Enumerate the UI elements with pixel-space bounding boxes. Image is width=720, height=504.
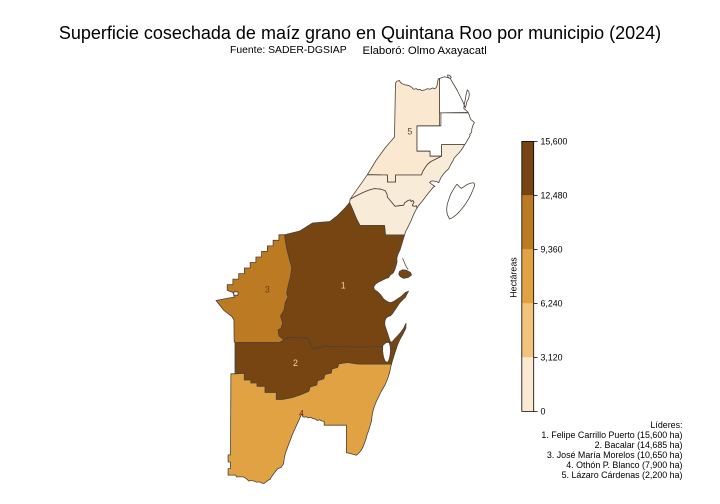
svg-text:15,600: 15,600 bbox=[541, 137, 568, 147]
svg-text:4: 4 bbox=[299, 409, 304, 419]
svg-text:3,120: 3,120 bbox=[541, 353, 563, 363]
svg-text:3: 3 bbox=[265, 285, 270, 295]
svg-text:6,240: 6,240 bbox=[541, 299, 563, 309]
svg-text:Hectáreas: Hectáreas bbox=[509, 257, 519, 298]
svg-text:9,360: 9,360 bbox=[541, 245, 563, 255]
svg-text:1: 1 bbox=[341, 281, 346, 291]
svg-text:5: 5 bbox=[407, 126, 412, 136]
svg-text:12,480: 12,480 bbox=[541, 191, 568, 201]
svg-text:0: 0 bbox=[541, 407, 546, 417]
svg-text:2: 2 bbox=[293, 358, 298, 368]
